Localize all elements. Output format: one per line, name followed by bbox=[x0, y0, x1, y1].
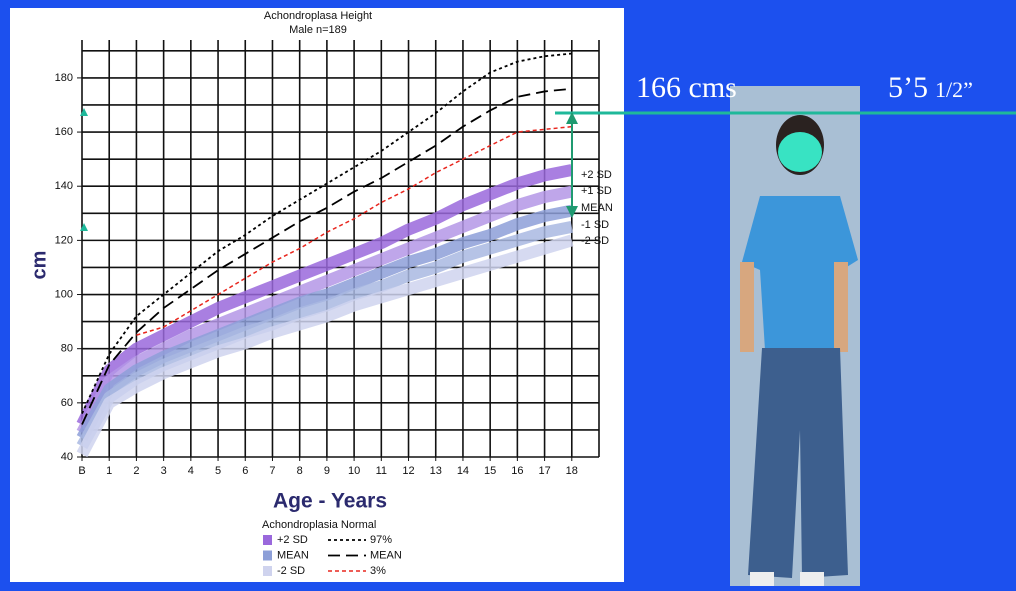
annotation: 5’5 bbox=[888, 71, 928, 104]
x-tick-label: 5 bbox=[215, 465, 221, 477]
x-tick-label: 4 bbox=[188, 465, 194, 477]
y-tick-label: 180 bbox=[55, 72, 73, 84]
legend-label: MEAN bbox=[277, 549, 309, 561]
x-tick-label: B bbox=[78, 465, 85, 477]
y-tick-label: 60 bbox=[61, 397, 73, 409]
x-tick-label: 8 bbox=[297, 465, 303, 477]
y-tick-label: 160 bbox=[55, 126, 73, 138]
x-tick-label: 3 bbox=[161, 465, 167, 477]
legend-label: 3% bbox=[370, 565, 386, 577]
series-end-label: MEAN bbox=[581, 202, 613, 214]
y-tick-label: 140 bbox=[55, 180, 73, 192]
x-tick-label: 1 bbox=[106, 465, 112, 477]
x-tick-label: 11 bbox=[376, 465, 387, 477]
annotation: 1/2” bbox=[935, 77, 973, 102]
shoe bbox=[750, 572, 774, 586]
legend-label: MEAN bbox=[370, 549, 402, 561]
x-tick-label: 14 bbox=[457, 465, 469, 477]
y-tick-label: 120 bbox=[55, 234, 73, 246]
legend-swatch bbox=[263, 551, 272, 561]
legend-swatch bbox=[263, 566, 272, 576]
arm bbox=[740, 262, 754, 352]
legend-title: Achondroplasia Normal bbox=[262, 519, 376, 531]
x-axis-label: Age - Years bbox=[273, 490, 387, 513]
legend-swatch bbox=[263, 535, 272, 545]
x-tick-label: 10 bbox=[348, 465, 360, 477]
shoe bbox=[800, 572, 824, 586]
annotation: 166 cms bbox=[636, 71, 737, 104]
series-end-label: -1 SD bbox=[581, 219, 609, 231]
x-tick-label: 9 bbox=[324, 465, 330, 477]
x-tick-label: 16 bbox=[511, 465, 523, 477]
chart-subtitle: Male n=189 bbox=[289, 24, 347, 36]
photo bbox=[730, 86, 860, 586]
slide: Achondroplasa Height Male n=189 cm Age -… bbox=[0, 0, 1016, 586]
x-tick-label: 7 bbox=[269, 465, 275, 477]
y-tick-label: 100 bbox=[55, 288, 73, 300]
arm bbox=[834, 262, 848, 352]
x-tick-label: 17 bbox=[538, 465, 550, 477]
x-tick-label: 18 bbox=[566, 465, 578, 477]
y-axis-label: cm bbox=[28, 251, 50, 280]
x-tick-label: 12 bbox=[402, 465, 414, 477]
chart-title: Achondroplasa Height bbox=[264, 10, 372, 22]
legend-label: 97% bbox=[370, 534, 392, 546]
y-tick-label: 80 bbox=[61, 343, 73, 355]
series-end-label: +1 SD bbox=[581, 185, 612, 197]
x-tick-label: 15 bbox=[484, 465, 496, 477]
x-tick-label: 13 bbox=[430, 465, 442, 477]
legend-label: -2 SD bbox=[277, 565, 305, 577]
series-end-label: +2 SD bbox=[581, 169, 612, 181]
y-tick-label: 40 bbox=[61, 451, 73, 463]
x-tick-label: 2 bbox=[133, 465, 139, 477]
series-end-label: -2 SD bbox=[581, 235, 609, 247]
x-tick-label: 6 bbox=[242, 465, 248, 477]
face-mask bbox=[778, 132, 822, 172]
legend-label: +2 SD bbox=[277, 534, 308, 546]
